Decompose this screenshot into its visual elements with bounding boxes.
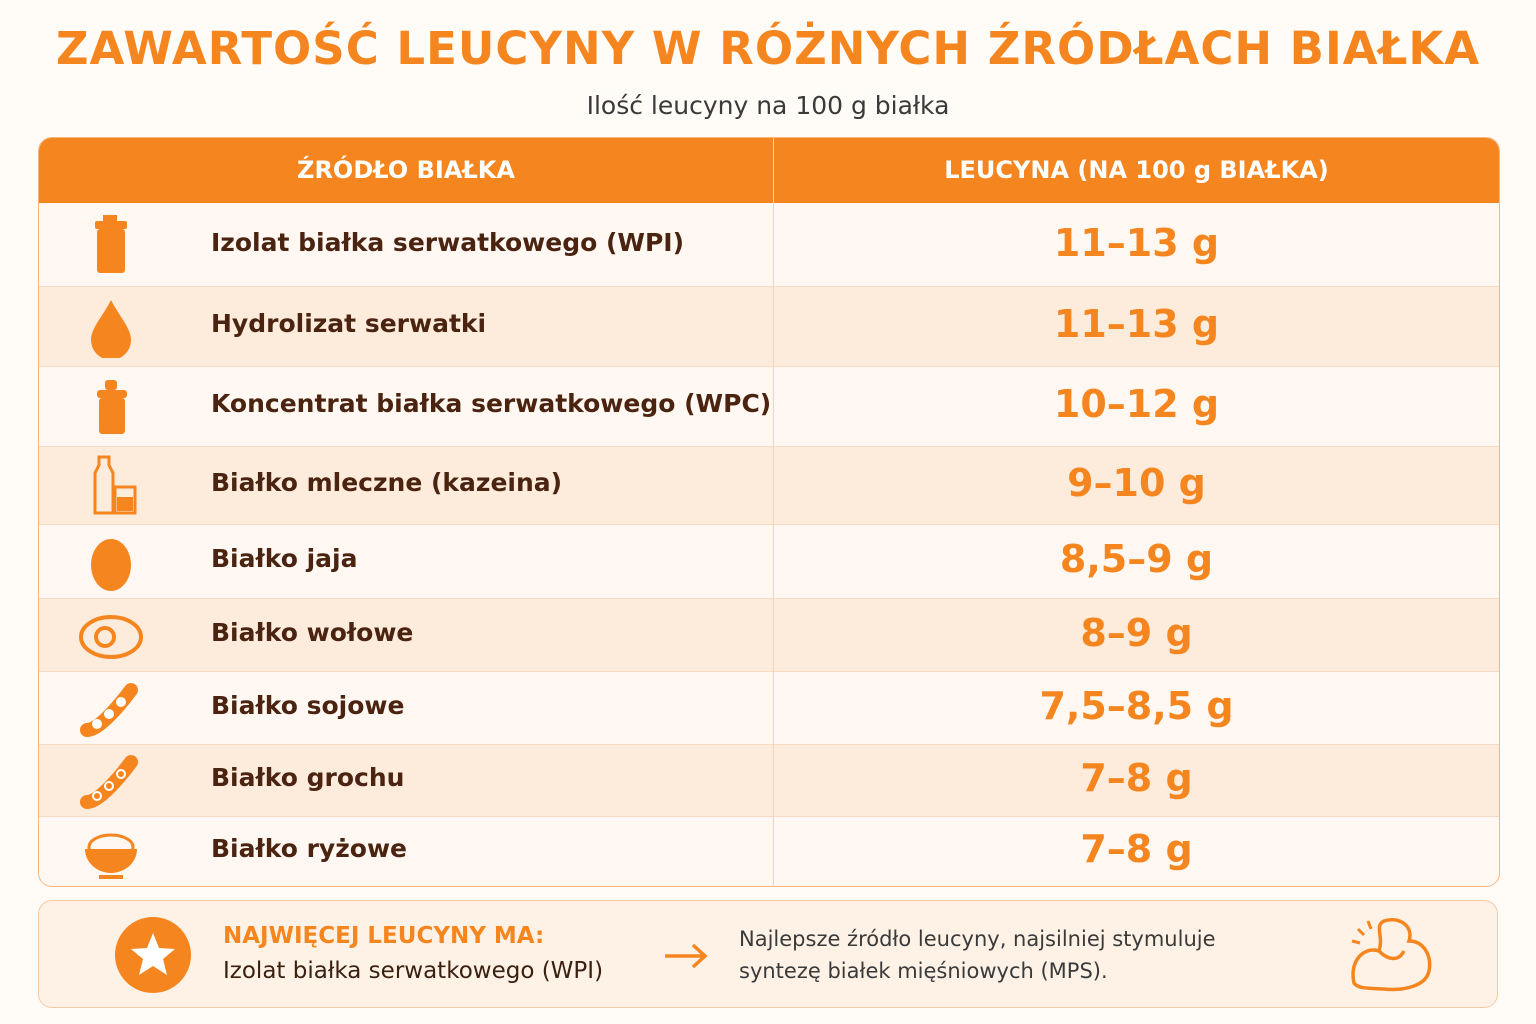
- source-name: Białko mleczne (kazeina): [211, 468, 563, 497]
- leucine-value: 9–10 g: [1067, 461, 1206, 505]
- row-divider: [39, 744, 1499, 745]
- leucine-value: 7–8 g: [1080, 756, 1193, 800]
- table-row: Białko ryżowe 7–8 g: [39, 816, 1499, 886]
- summary-winner: Izolat białka serwatkowego (WPI): [223, 958, 604, 984]
- table-row: Koncentrat białka serwatkowego (WPC) 10–1…: [39, 366, 1499, 446]
- subtitle: Ilość leucyny na 100 g białka: [586, 91, 950, 120]
- table-row: Białko wołowe 8–9 g: [39, 598, 1499, 671]
- row-divider: [39, 366, 1499, 367]
- source-name: Białko jaja: [211, 544, 358, 573]
- row-divider: [39, 446, 1499, 447]
- source-name: Izolat białka serwatkowego (WPI): [211, 227, 685, 257]
- row-divider: [39, 671, 1499, 672]
- column-header: ŹRÓDŁO BIAŁKA: [39, 138, 773, 203]
- leucine-value: 11–13 g: [1053, 220, 1220, 265]
- table-row: Hydrolizat serwatki 11–13 g: [39, 286, 1499, 366]
- leucine-value: 10–12 g: [1053, 382, 1220, 426]
- row-divider: [39, 286, 1499, 287]
- source-name: Białko wołowe: [211, 617, 414, 647]
- row-icon: [80, 682, 138, 737]
- row-divider: [39, 816, 1499, 817]
- leucine-value: 8,5–9 g: [1059, 537, 1214, 581]
- title: ZAWARTOŚĆ LEUCYNY W RÓŻNYCH ŹRÓDŁACH BIA…: [55, 22, 1481, 75]
- leucine-value: 11–13 g: [1053, 302, 1220, 346]
- summary-description: syntezę białek mięśniowych (MPS).: [739, 959, 1108, 983]
- muscle-icon: [1351, 918, 1432, 992]
- table-row: Białko sojowe 7,5–8,5 g: [39, 671, 1499, 744]
- arrow: [665, 943, 708, 969]
- summary-description: Najlepsze źródło leucyny, najsilniej sty…: [739, 927, 1216, 951]
- row-icon: [85, 833, 137, 879]
- row-divider: [39, 598, 1499, 599]
- source-name: Białko grochu: [211, 763, 405, 792]
- source-name: Koncentrat białka serwatkowego (WPC): [211, 389, 772, 418]
- row-icon: [80, 755, 138, 809]
- row-icon: [95, 214, 127, 273]
- row-icon: [93, 455, 137, 515]
- leucine-value: 7–8 g: [1080, 827, 1193, 871]
- column-divider: [773, 138, 774, 886]
- table-row: Izolat białka serwatkowego (WPI) 11–13 g: [39, 203, 1499, 286]
- source-name: Białko sojowe: [211, 690, 405, 720]
- summary-label: NAJWIĘCEJ LEUCYNY MA:: [223, 923, 545, 949]
- row-icon: [91, 539, 131, 591]
- table-row: Białko mleczne (kazeina) 9–10 g: [39, 446, 1499, 524]
- row-icon: [79, 614, 143, 659]
- star-icon: [115, 917, 191, 993]
- source-name: Białko ryżowe: [211, 834, 408, 863]
- summary-box: NAJWIĘCEJ LEUCYNY MA: Izolat białka serw…: [38, 900, 1498, 1008]
- column-header: LEUCYNA (NA 100 g BIAŁKA): [774, 138, 1499, 203]
- leucine-value: 8–9 g: [1080, 610, 1193, 655]
- table-row: Białko jaja 8,5–9 g: [39, 524, 1499, 598]
- row-divider: [39, 524, 1499, 525]
- table: ŹRÓDŁO BIAŁKA LEUCYNA (NA 100 g BIAŁKA) …: [38, 137, 1500, 887]
- row-icon: [97, 380, 127, 434]
- source-name: Hydrolizat serwatki: [211, 309, 487, 338]
- table-row: Białko grochu 7–8 g: [39, 744, 1499, 816]
- leucine-value: 7,5–8,5 g: [1039, 683, 1234, 728]
- row-icon: [91, 300, 131, 358]
